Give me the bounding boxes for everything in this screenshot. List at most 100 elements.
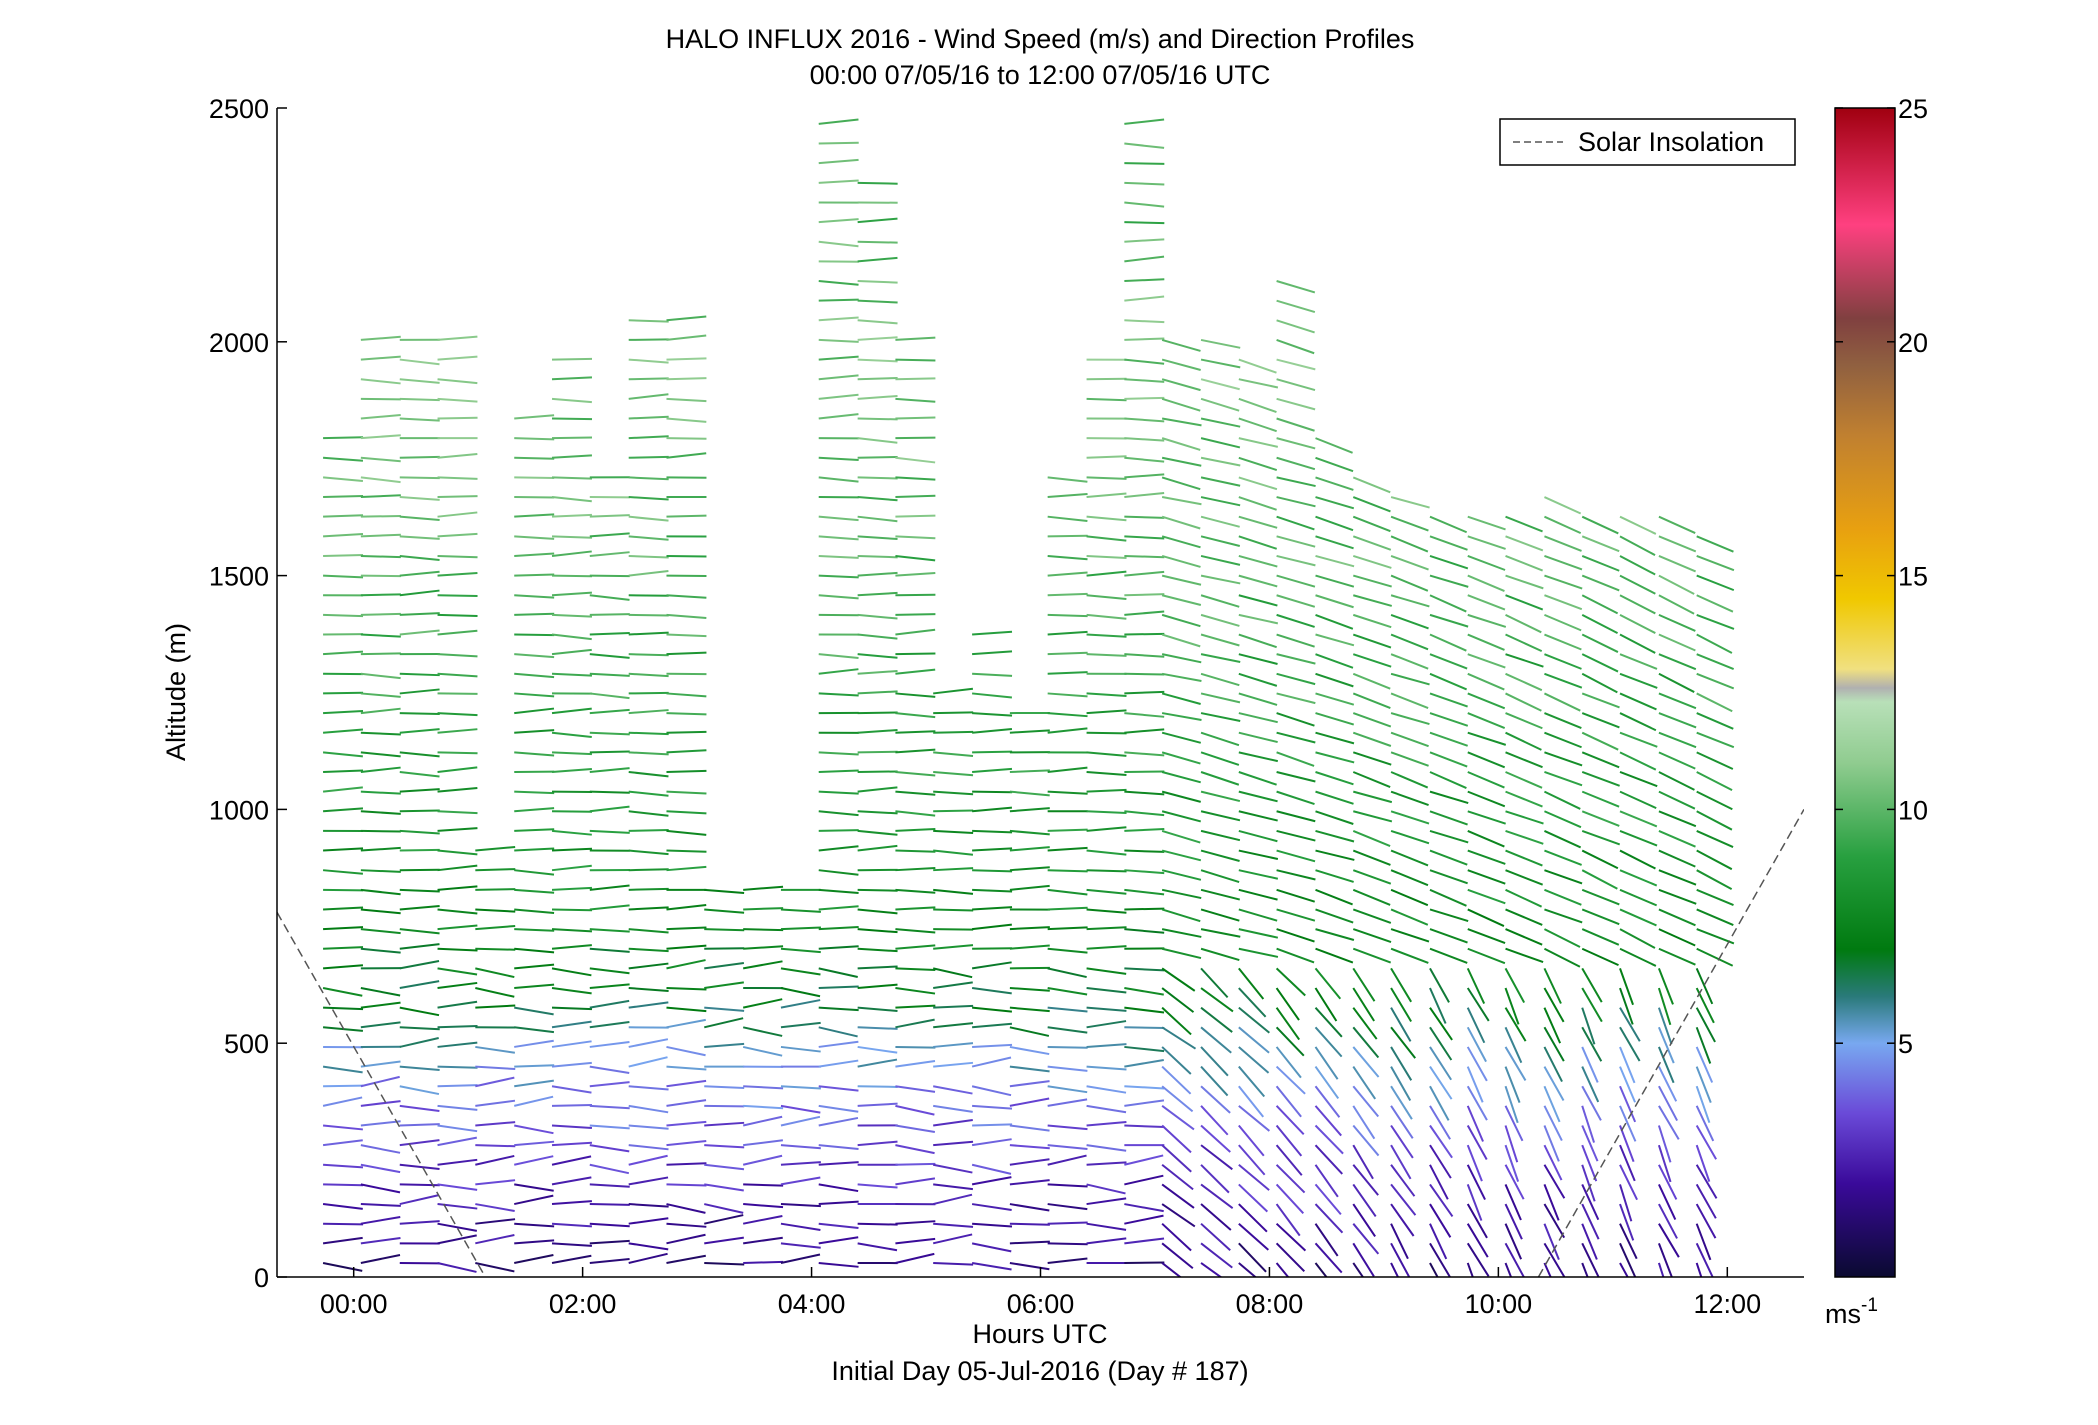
wind-barb (437, 1124, 478, 1133)
wind-barb (1619, 1223, 1638, 1260)
wind-barb (399, 712, 440, 716)
wind-barb (1390, 1007, 1412, 1042)
wind-barb (972, 1123, 1013, 1127)
wind-barb (1200, 1242, 1233, 1269)
wind-barb (666, 1162, 707, 1166)
wind-barb (780, 1203, 821, 1208)
wind-barb (1429, 771, 1467, 790)
wind-barb (475, 908, 516, 913)
wind-barb (666, 417, 707, 423)
wind-barb (1352, 515, 1391, 533)
wind-barb (1390, 1105, 1414, 1139)
wind-barb (1390, 771, 1429, 789)
wind-barb (895, 867, 936, 872)
wind-barb (1124, 869, 1165, 875)
wind-barb (895, 810, 936, 817)
wind-barb (818, 158, 859, 165)
wind-barb (475, 1144, 516, 1148)
wind-barb (1658, 751, 1696, 770)
wind-barb (1352, 908, 1392, 924)
wind-barb (1124, 1006, 1165, 1014)
wind-barb (360, 652, 401, 656)
wind-barb (1086, 751, 1127, 757)
wind-barb (742, 1214, 783, 1225)
wind-barb (933, 1061, 974, 1068)
wind-barb (360, 766, 401, 773)
wind-barb (1619, 888, 1658, 907)
wind-barb (1390, 928, 1430, 943)
wind-barb (399, 728, 440, 734)
wind-barb (972, 906, 1013, 911)
wind-barb (551, 1104, 593, 1107)
wind-barb (1047, 790, 1088, 795)
wind-barb (322, 751, 363, 758)
wind-barb (1504, 1046, 1527, 1081)
wind-barb (1352, 928, 1392, 943)
wind-barb (628, 1242, 669, 1251)
wind-barb (1200, 554, 1241, 566)
wind-barb (1238, 1183, 1269, 1213)
wind-barb (1619, 810, 1658, 828)
wind-barb (1124, 751, 1165, 757)
wind-barb (1352, 672, 1391, 690)
wind-barb (1543, 967, 1562, 1004)
wind-barb (1086, 1222, 1127, 1231)
wind-barb (1390, 1262, 1400, 1277)
solar-insolation-line (277, 911, 486, 1277)
wind-barb (1238, 456, 1278, 472)
wind-barb (1161, 1026, 1197, 1050)
wind-barb (1275, 1222, 1307, 1252)
wind-barb (1315, 928, 1355, 941)
wind-barb (628, 672, 669, 678)
wind-barb (857, 810, 898, 815)
wind-barb (589, 884, 630, 891)
wind-barb (1009, 1026, 1050, 1037)
wind-barb (1124, 888, 1165, 896)
wind-barb (1238, 888, 1278, 901)
wind-barb (475, 1203, 515, 1213)
wind-barb (1200, 1124, 1231, 1153)
wind-barb (1695, 967, 1714, 1005)
wind-barb (1009, 1065, 1050, 1073)
wind-barb (1238, 437, 1279, 448)
wind-barb (895, 906, 936, 911)
wind-barb (323, 553, 364, 557)
wind-barb (589, 1163, 630, 1175)
wind-barb (1581, 1007, 1596, 1045)
wind-barb (895, 377, 936, 381)
wind-barb (589, 1257, 630, 1264)
wind-barb (1200, 574, 1241, 585)
wind-barb (972, 767, 1013, 773)
wind-barb (628, 653, 669, 657)
wind-barb (895, 593, 936, 597)
wind-barb (818, 1222, 859, 1230)
wind-barb (1352, 1164, 1379, 1196)
solar-insolation-lines (277, 809, 1804, 1277)
wind-barb (399, 589, 440, 597)
wind-barb (1275, 1046, 1302, 1079)
wind-barb (399, 904, 440, 911)
wind-barb (1581, 849, 1619, 870)
wind-barb (551, 829, 592, 836)
wind-barb (1086, 926, 1127, 931)
wind-barb (971, 923, 1012, 931)
wind-barb (1544, 908, 1583, 924)
wind-barb (551, 591, 592, 597)
wind-barb (589, 653, 630, 659)
wind-barb (971, 1242, 1012, 1253)
wind-barb (360, 888, 401, 896)
wind-barb (1581, 535, 1620, 553)
wind-barb (1390, 1066, 1412, 1101)
wind-barb (1238, 692, 1278, 706)
wind-barb (933, 829, 974, 835)
x-tick-label: 12:00 (1694, 1289, 1762, 1319)
wind-barb (1238, 633, 1277, 649)
wind-barb (514, 869, 555, 876)
wind-barb (818, 218, 859, 224)
wind-barb (1390, 515, 1429, 532)
wind-barb (1544, 496, 1582, 515)
wind-barb (1047, 1183, 1088, 1188)
wind-barb (1161, 712, 1202, 721)
wind-barb (1315, 515, 1354, 532)
wind-barb (1047, 926, 1088, 931)
